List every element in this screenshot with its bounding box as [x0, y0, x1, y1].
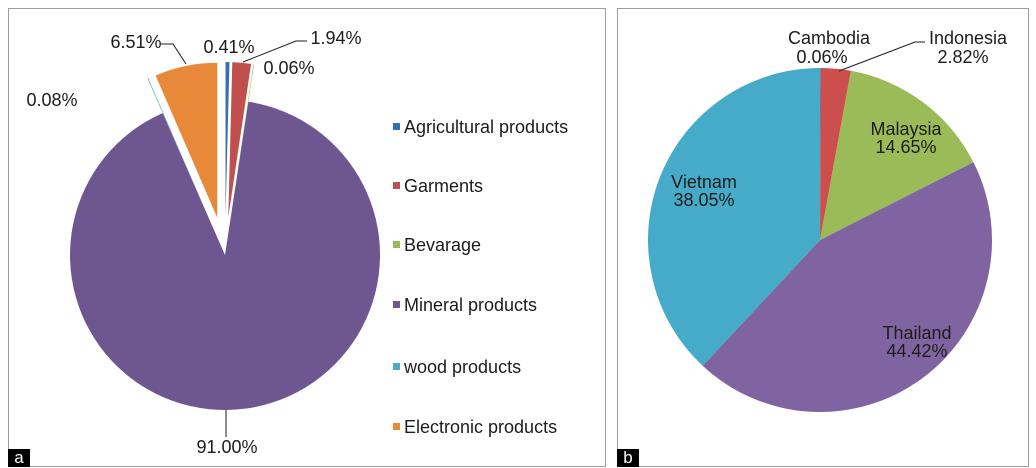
leader-line-indonesia	[838, 41, 925, 72]
legend-label-wood-products: wood products	[403, 357, 521, 377]
legend-label-garments: Garments	[404, 176, 483, 196]
legend-marker-bevarage	[393, 241, 400, 248]
pie-slice-agricultural-products	[225, 61, 230, 218]
legend-marker-wood-products	[393, 363, 400, 370]
data-label-wood-products: 0.08%	[26, 90, 77, 110]
pie-slice-cambodia	[820, 67, 821, 240]
data-label-electronic-products: 6.51%	[110, 32, 161, 52]
data-label-value: 14.65%	[875, 137, 936, 157]
data-label-value: 2.82%	[937, 47, 988, 67]
leader-line-electronic-products	[161, 43, 187, 65]
panel-label-box	[617, 449, 639, 467]
data-label-vietnam: Vietnam 38.05%	[671, 172, 737, 210]
pie-chart-a	[70, 61, 381, 410]
data-label-mineral-products: 91.00%	[196, 437, 257, 457]
legend-item-bevarage: Bevarage	[393, 235, 481, 255]
legend-marker-mineral-products	[393, 301, 400, 308]
data-label-value: 44.42%	[886, 341, 947, 361]
legend: Agricultural products Garments Bevarage …	[393, 117, 568, 437]
data-label-garments: 1.94%	[310, 28, 361, 48]
data-label-name: Malaysia	[870, 119, 942, 139]
legend-label-agricultural-products: Agricultural products	[404, 117, 568, 137]
data-label-name: Cambodia	[788, 28, 871, 48]
panel-label-a: a	[8, 448, 30, 467]
pie-slice-thailand	[702, 162, 993, 413]
data-label-name: Thailand	[882, 323, 951, 343]
legend-item-electronic-products: Electronic products	[393, 417, 557, 437]
panel-label-text: b	[623, 448, 632, 467]
pie-slice-bevarage	[230, 64, 255, 218]
legend-item-mineral-products: Mineral products	[393, 295, 537, 315]
pie-slice-malaysia	[820, 70, 974, 240]
legend-item-agricultural-products: Agricultural products	[393, 117, 568, 137]
panel-label-b: b	[617, 448, 639, 467]
legend-marker-garments	[393, 182, 400, 189]
legend-item-wood-products: wood products	[393, 357, 521, 377]
leader-line-garments	[242, 40, 307, 63]
pie-slice-mineral-products	[70, 101, 381, 410]
data-label-indonesia: Indonesia 2.82%	[929, 28, 1008, 67]
panel-label-box	[8, 449, 30, 467]
data-label-thailand: Thailand 44.42%	[882, 323, 951, 361]
panel-label-text: a	[14, 448, 24, 467]
pie-slice-electronic-products	[155, 62, 218, 218]
pie-slice-indonesia	[820, 68, 851, 240]
data-label-value: 0.06%	[796, 47, 847, 67]
pie-slice-garments	[228, 62, 252, 218]
legend-label-electronic-products: Electronic products	[404, 417, 557, 437]
data-label-name: Indonesia	[929, 28, 1008, 48]
legend-label-mineral-products: Mineral products	[404, 295, 537, 315]
legend-marker-electronic-products	[393, 423, 400, 430]
data-label-agricultural-products: 0.41%	[203, 37, 254, 57]
data-label-bevarage: 0.06%	[263, 58, 314, 78]
data-label-name: Vietnam	[671, 172, 737, 192]
data-label-cambodia: Cambodia 0.06%	[788, 28, 871, 67]
legend-label-bevarage: Bevarage	[404, 235, 481, 255]
pie-slice-wood-products	[147, 77, 210, 221]
legend-marker-agricultural-products	[393, 123, 400, 130]
data-label-malaysia: Malaysia 14.65%	[870, 119, 942, 157]
pie-slice-vietnam	[647, 67, 820, 366]
data-label-value: 38.05%	[673, 190, 734, 210]
pie-chart-b	[647, 67, 993, 413]
legend-item-garments: Garments	[393, 176, 483, 196]
